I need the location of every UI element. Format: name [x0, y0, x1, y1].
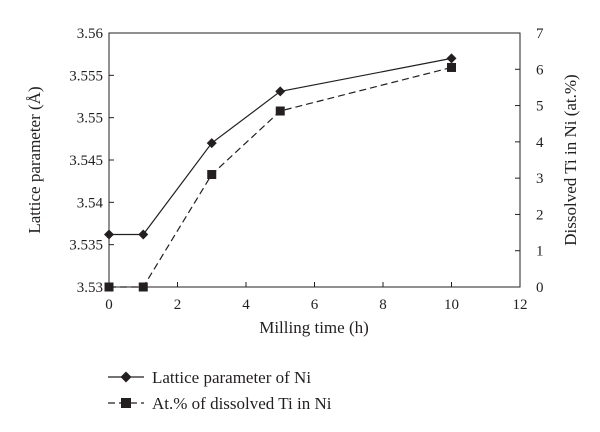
y-tick-label: 3.56	[77, 26, 104, 42]
y2-tick-label: 0	[536, 280, 544, 296]
y-tick-label: 3.545	[69, 153, 103, 169]
y-axis-left: 3.53 3.535 3.54 3.545 3.55 3.555 3.56	[69, 26, 114, 296]
y-tick-label: 3.555	[69, 68, 103, 84]
y-axis-right: 0 1 2 3 4 5 6 7	[515, 26, 544, 296]
y-axis-left-title: Lattice parameter (Å)	[25, 86, 44, 233]
data-point-diamond	[275, 86, 286, 97]
y2-tick-label: 1	[536, 244, 544, 260]
legend-marker-square	[121, 398, 131, 408]
x-tick-label: 8	[379, 297, 387, 313]
series-line-0	[109, 57, 452, 236]
legend-marker-diamond	[120, 371, 132, 383]
series-layer	[104, 53, 457, 292]
data-point-square	[207, 170, 217, 180]
y-tick-label: 3.53	[77, 280, 103, 296]
data-point-square	[447, 62, 456, 72]
y2-tick-label: 6	[536, 62, 544, 78]
data-point-square	[138, 282, 148, 292]
data-point-square	[104, 282, 114, 292]
x-tick-label: 0	[105, 297, 113, 313]
x-tick-label: 12	[513, 297, 528, 313]
y-axis-right-title: Dissolved Ti in Ni (at.%)	[561, 74, 580, 245]
data-point-diamond	[138, 229, 149, 240]
data-point-square	[275, 106, 285, 116]
y2-tick-label: 3	[536, 171, 544, 187]
x-axis-title: Milling time (h)	[259, 318, 369, 337]
legend-label-dissolved-ti: At.% of dissolved Ti in Ni	[152, 394, 332, 413]
y2-tick-label: 5	[536, 99, 544, 115]
data-point-diamond	[104, 229, 114, 240]
y-tick-label: 3.55	[77, 111, 103, 127]
series-line-1	[109, 66, 452, 288]
x-tick-label: 10	[444, 297, 459, 313]
y2-tick-label: 2	[536, 207, 544, 223]
y2-tick-label: 7	[536, 26, 544, 42]
x-axis: 0 2 4 6 8 10 12	[105, 282, 528, 313]
data-point-diamond	[206, 138, 217, 149]
x-tick-label: 6	[311, 297, 319, 313]
y-tick-label: 3.535	[69, 238, 103, 254]
x-tick-label: 4	[242, 297, 250, 313]
y-tick-label: 3.54	[77, 195, 104, 211]
legend-item-lattice: Lattice parameter of Ni	[108, 368, 311, 387]
legend-item-dissolved-ti: At.% of dissolved Ti in Ni	[108, 394, 332, 413]
plot-frame	[108, 32, 521, 288]
x-tick-label: 2	[174, 297, 182, 313]
y2-tick-label: 4	[536, 135, 544, 151]
data-point-diamond	[446, 53, 457, 64]
legend: Lattice parameter of Ni At.% of dissolve…	[108, 368, 332, 413]
legend-label-lattice: Lattice parameter of Ni	[152, 368, 311, 387]
